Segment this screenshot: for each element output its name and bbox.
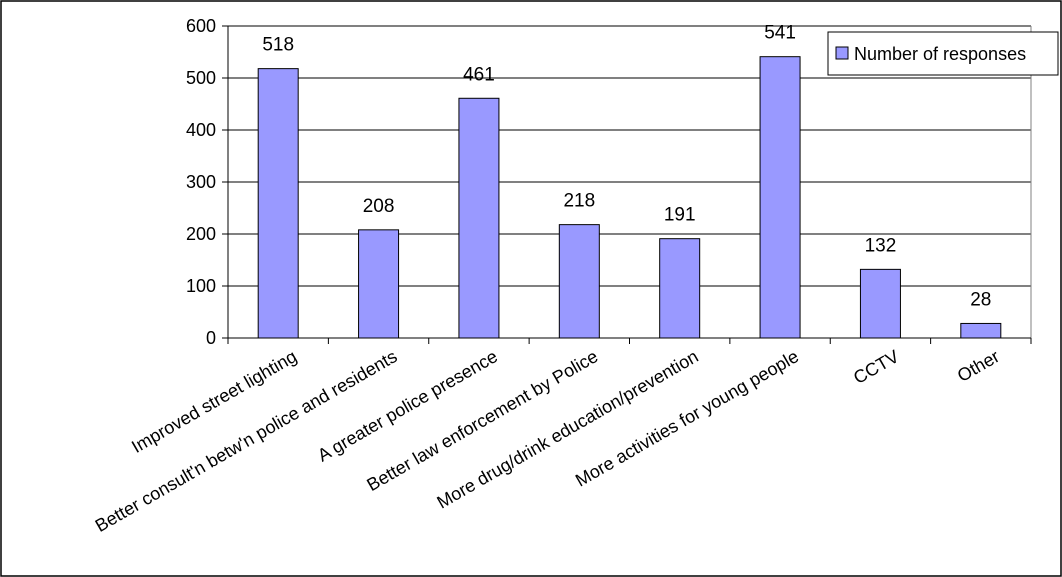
y-tick-label: 300: [186, 172, 216, 192]
y-tick-label: 600: [186, 16, 216, 36]
legend-swatch: [835, 46, 849, 60]
bar: [558, 224, 600, 339]
data-label: 218: [563, 191, 595, 212]
legend: Number of responses: [827, 31, 1059, 76]
data-label: 132: [865, 235, 897, 256]
data-label: 191: [664, 205, 696, 226]
y-tick-label: 0: [206, 328, 216, 348]
data-label: 28: [970, 289, 991, 310]
bar: [759, 56, 801, 339]
bar: [659, 238, 701, 339]
bar: [257, 68, 299, 339]
data-label: 461: [463, 64, 495, 85]
y-tick-label: 500: [186, 68, 216, 88]
data-label: 518: [262, 35, 294, 56]
y-tick-label: 400: [186, 120, 216, 140]
bar: [358, 229, 400, 339]
legend-box: [827, 31, 1059, 76]
bars: [257, 56, 1002, 339]
bar: [960, 322, 1002, 339]
y-tick-label: 100: [186, 276, 216, 296]
bar: [458, 97, 500, 339]
legend-label: Number of responses: [854, 44, 1026, 64]
data-label: 208: [363, 196, 395, 217]
bar: [859, 268, 901, 339]
data-label: 541: [764, 23, 796, 44]
y-tick-label: 200: [186, 224, 216, 244]
